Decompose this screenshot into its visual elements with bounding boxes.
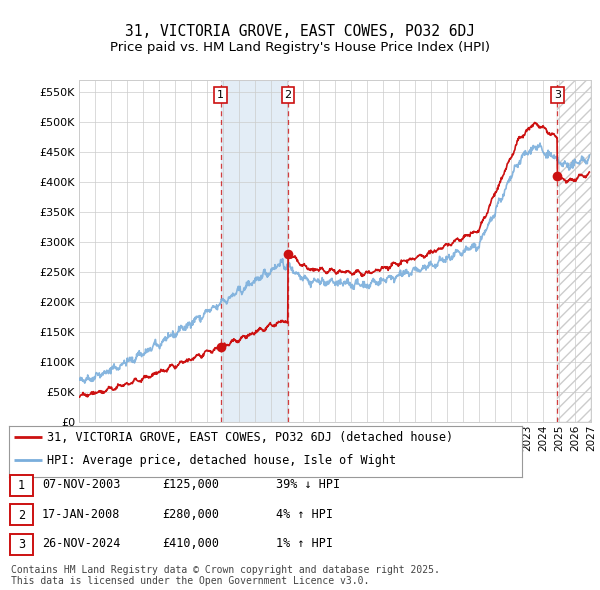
Text: 39% ↓ HPI: 39% ↓ HPI — [276, 478, 340, 491]
Text: £410,000: £410,000 — [162, 537, 219, 550]
Text: 3: 3 — [554, 90, 561, 100]
Text: Price paid vs. HM Land Registry's House Price Index (HPI): Price paid vs. HM Land Registry's House … — [110, 41, 490, 54]
Text: 1% ↑ HPI: 1% ↑ HPI — [276, 537, 333, 550]
Text: 17-JAN-2008: 17-JAN-2008 — [42, 508, 121, 521]
Text: 07-NOV-2003: 07-NOV-2003 — [42, 478, 121, 491]
Bar — [221, 80, 288, 422]
Bar — [557, 80, 591, 422]
Text: 4% ↑ HPI: 4% ↑ HPI — [276, 508, 333, 521]
Text: Contains HM Land Registry data © Crown copyright and database right 2025.
This d: Contains HM Land Registry data © Crown c… — [11, 565, 440, 586]
Text: £280,000: £280,000 — [162, 508, 219, 521]
Text: 3: 3 — [18, 538, 25, 551]
Text: HPI: Average price, detached house, Isle of Wight: HPI: Average price, detached house, Isle… — [47, 454, 397, 467]
Text: 31, VICTORIA GROVE, EAST COWES, PO32 6DJ: 31, VICTORIA GROVE, EAST COWES, PO32 6DJ — [125, 24, 475, 38]
Text: £125,000: £125,000 — [162, 478, 219, 491]
Text: 31, VICTORIA GROVE, EAST COWES, PO32 6DJ (detached house): 31, VICTORIA GROVE, EAST COWES, PO32 6DJ… — [47, 431, 454, 444]
Text: 1: 1 — [217, 90, 224, 100]
Text: 2: 2 — [284, 90, 292, 100]
Text: 26-NOV-2024: 26-NOV-2024 — [42, 537, 121, 550]
Text: 2: 2 — [18, 509, 25, 522]
Text: 1: 1 — [18, 479, 25, 492]
